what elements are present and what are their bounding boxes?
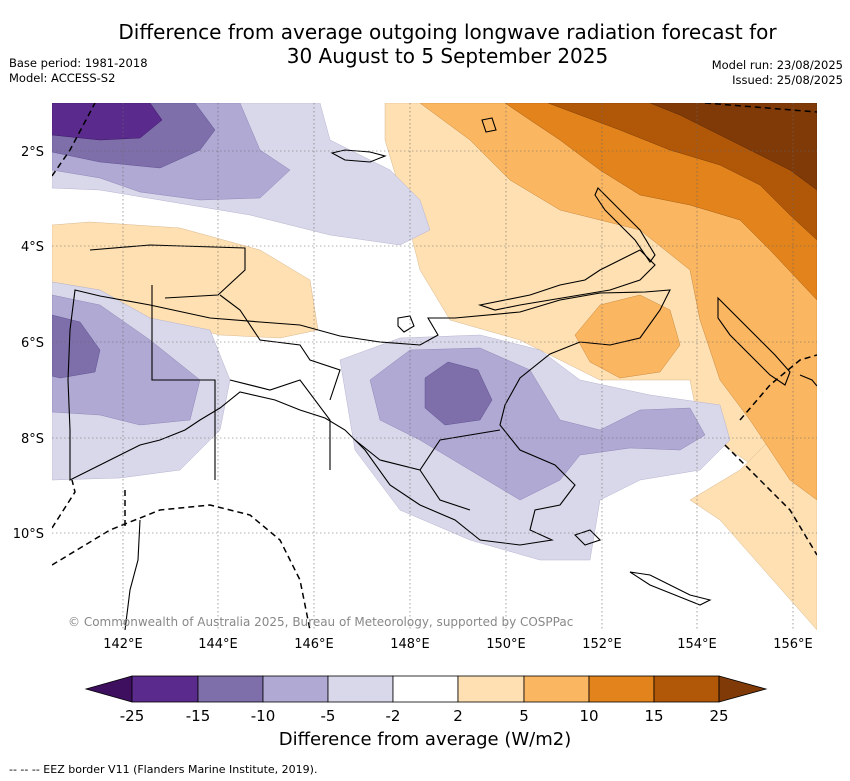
new-ireland-coastline xyxy=(594,187,656,263)
coastlines xyxy=(67,117,817,630)
contour-minus10-to-minus15-west xyxy=(52,314,101,379)
graticule xyxy=(52,103,817,630)
colorbar-bin-1 xyxy=(131,675,199,703)
contour-above-25 xyxy=(649,103,817,191)
lon-label-142e: 142°E xyxy=(103,637,143,652)
meta-left: Base period: 1981-2018 Model: ACCESS-S2 xyxy=(9,56,148,86)
lon-label-154e: 154°E xyxy=(677,637,717,652)
copyright-text: © Commonwealth of Australia 2025, Bureau… xyxy=(68,615,573,629)
new-guinea-coastline xyxy=(67,289,671,546)
colorbar-tick: -5 xyxy=(321,707,336,725)
d-entrecasteaux-islands xyxy=(573,529,602,546)
meta-right: Model run: 23/08/2025 Issued: 25/08/2025 xyxy=(712,58,843,88)
lon-label-156e: 156°E xyxy=(773,637,813,652)
issued-date: Issued: 25/08/2025 xyxy=(732,73,843,87)
lat-label-8s: 8°S xyxy=(21,432,44,447)
map-title: Difference from average outgoing longwav… xyxy=(0,20,850,68)
manam-island xyxy=(397,315,415,333)
cape-york-coastline xyxy=(124,519,141,630)
eez-borders xyxy=(52,103,817,630)
colorbar-extend-high xyxy=(718,675,768,703)
lat-label-2s: 2°S xyxy=(21,145,44,160)
model-name: Model: ACCESS-S2 xyxy=(9,71,116,85)
colorbar-label: Difference from average (W/m2) xyxy=(278,729,572,750)
longitude-labels: 142°E 144°E 146°E 148°E 150°E 152°E 154°… xyxy=(103,637,813,652)
new-britain-coastline xyxy=(477,249,656,311)
contour-minus10-to-minus15-central xyxy=(424,361,493,426)
title-line-1: Difference from average outgoing longwav… xyxy=(118,20,777,44)
north-island xyxy=(481,117,497,133)
colorbar-ticks: -25 -15 -10 -5 -2 2 5 10 15 25 xyxy=(120,707,729,725)
eez-southwest xyxy=(52,479,76,529)
louisiade-islands xyxy=(629,571,712,606)
lat-label-6s: 6°S xyxy=(21,336,44,351)
contour-5-to-10-blob xyxy=(574,294,681,379)
lat-label-4s: 4°S xyxy=(21,240,44,255)
colorbar-tick: -2 xyxy=(386,707,401,725)
colorbar-tick: 15 xyxy=(644,707,663,725)
colorbar xyxy=(84,675,768,703)
lon-label-144e: 144°E xyxy=(198,637,238,652)
colorbar-bin-8 xyxy=(588,675,655,703)
latitude-labels: 2°S 4°S 6°S 8°S 10°S xyxy=(13,145,44,542)
colorbar-tick: -15 xyxy=(186,707,211,725)
colorbar-tick: 5 xyxy=(519,707,529,725)
lon-label-150e: 150°E xyxy=(486,637,526,652)
model-run: Model run: 23/08/2025 xyxy=(711,58,843,72)
lon-label-148e: 148°E xyxy=(390,637,430,652)
title-line-2: 30 August to 5 September 2025 xyxy=(286,44,609,68)
manus-coastline xyxy=(330,149,387,163)
colorbar-bin-7 xyxy=(523,675,590,703)
colorbar-tick: -10 xyxy=(251,707,276,725)
eez-east xyxy=(724,444,817,556)
colorbar-bin-5 xyxy=(392,675,459,703)
colorbar-bin-9 xyxy=(653,675,720,703)
eez-north xyxy=(52,103,96,177)
lon-label-146e: 146°E xyxy=(294,637,334,652)
colorbar-tick: 10 xyxy=(579,707,598,725)
colorbar-tick: 2 xyxy=(453,707,463,725)
colorbar-tick: -25 xyxy=(120,707,145,725)
eez-south xyxy=(52,504,311,630)
colorbar-extend-low xyxy=(84,675,133,703)
border-highlands xyxy=(219,294,341,401)
eez-east-upper xyxy=(739,354,817,421)
colorbar-bin-3 xyxy=(262,675,329,703)
colorbar-bin-6 xyxy=(457,675,525,703)
eez-legend-note: -- -- -- EEZ border V11 (Flanders Marine… xyxy=(9,763,318,776)
border-gulf xyxy=(229,379,331,470)
colorbar-bin-4 xyxy=(327,675,394,703)
lon-label-152e: 152°E xyxy=(582,637,622,652)
border-oro xyxy=(419,469,471,511)
contour-minus5-to-minus10-west xyxy=(52,294,201,426)
bougainville-coastline xyxy=(717,296,791,386)
base-period: Base period: 1981-2018 xyxy=(9,56,148,70)
border-png-indonesia xyxy=(151,285,216,480)
colorbar-bin-2 xyxy=(197,675,264,703)
eez-northeast xyxy=(704,103,817,113)
forecast-map: © Commonwealth of Australia 2025, Bureau… xyxy=(52,103,817,630)
colorbar-tick: 25 xyxy=(709,707,728,725)
solomon-islands-coastline xyxy=(799,374,817,387)
lat-label-10s: 10°S xyxy=(13,527,44,542)
